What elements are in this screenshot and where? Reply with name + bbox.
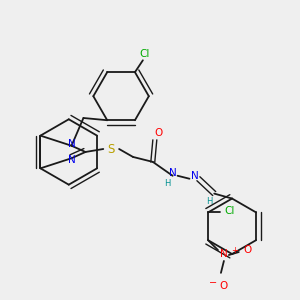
Text: N: N <box>68 139 75 149</box>
Text: N: N <box>68 155 75 165</box>
Text: N: N <box>190 171 198 181</box>
Text: O: O <box>220 281 228 291</box>
Text: Cl: Cl <box>225 206 235 216</box>
Text: S: S <box>107 142 115 155</box>
Text: +: + <box>231 246 238 255</box>
Text: Cl: Cl <box>140 49 150 59</box>
Text: N: N <box>220 249 228 259</box>
Text: −: − <box>209 278 217 288</box>
Text: O: O <box>154 128 163 138</box>
Text: H: H <box>164 179 171 188</box>
Text: N: N <box>169 168 176 178</box>
Text: O: O <box>244 245 252 255</box>
Text: H: H <box>206 197 212 206</box>
